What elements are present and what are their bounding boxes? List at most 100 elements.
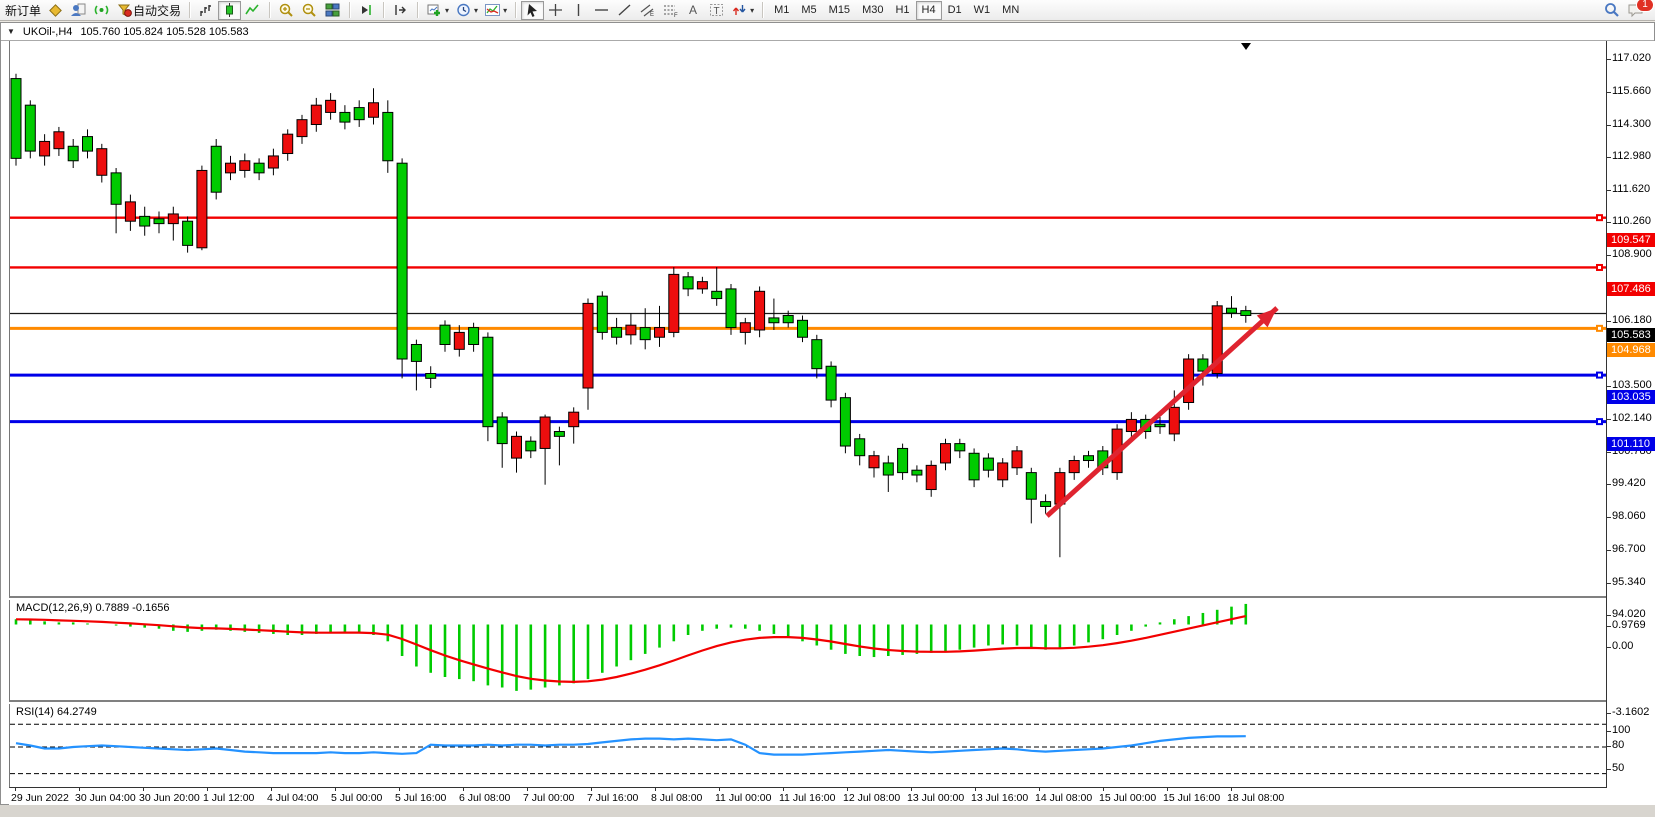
macd-pane[interactable]: MACD(12,26,9) 0.7889 -0.1656 [9, 600, 1606, 702]
candle[interactable] [725, 288, 737, 329]
timeframe-m5-button[interactable]: M5 [801, 4, 817, 16]
candle[interactable] [1240, 310, 1252, 316]
candle[interactable] [1068, 460, 1080, 474]
candle[interactable] [839, 397, 851, 447]
chevron-down-icon[interactable]: ▾ [474, 5, 479, 15]
text-icon[interactable]: A [682, 1, 705, 20]
candle[interactable] [453, 331, 465, 350]
timeframe-h4-button[interactable]: H4 [915, 0, 942, 20]
candle[interactable] [639, 327, 651, 341]
candle[interactable] [1083, 455, 1094, 462]
candle[interactable] [825, 365, 837, 401]
candle[interactable] [582, 302, 594, 389]
candle[interactable] [782, 314, 794, 324]
candle[interactable] [368, 102, 379, 118]
candle[interactable] [1025, 472, 1037, 500]
macd-chart[interactable] [10, 600, 1607, 700]
candle[interactable] [854, 438, 866, 457]
time-axis[interactable]: 29 Jun 2022 30 Jun 04:00 30 Jun 20:00 1 Jul… [9, 788, 1655, 806]
candle[interactable] [1168, 406, 1180, 435]
timeframe-d1-button[interactable]: D1 [947, 4, 962, 16]
candle[interactable] [1154, 423, 1166, 428]
tile-windows-icon[interactable] [321, 1, 344, 20]
search-icon[interactable] [1600, 1, 1624, 20]
new-order-button[interactable]: 新订单 [5, 3, 42, 18]
candle[interactable] [1197, 358, 1209, 372]
candle[interactable] [1040, 501, 1052, 507]
horizontal-line-icon[interactable] [590, 1, 613, 20]
arrows-icon[interactable]: ▾ [728, 1, 757, 20]
collapse-chart-icon[interactable]: ▼ [7, 27, 15, 36]
main-chart-pane[interactable] [9, 41, 1607, 598]
candle[interactable] [310, 104, 322, 126]
timeframe-h1-button[interactable]: H1 [895, 4, 910, 16]
candle[interactable] [410, 343, 422, 362]
candle[interactable] [196, 169, 208, 249]
candle[interactable] [982, 457, 994, 471]
candle[interactable] [225, 162, 236, 174]
candle[interactable] [82, 136, 93, 152]
periods-icon[interactable]: ▾ [452, 1, 481, 20]
candle[interactable] [339, 111, 351, 123]
trendline-icon[interactable] [613, 1, 636, 20]
signals-icon[interactable] [90, 1, 113, 20]
candle[interactable] [768, 317, 780, 324]
zoom-in-icon[interactable] [275, 1, 298, 20]
market-watch-icon[interactable] [67, 1, 90, 20]
candle[interactable] [468, 327, 480, 345]
candle[interactable] [625, 324, 637, 336]
candle[interactable] [568, 411, 580, 428]
candle[interactable] [1211, 305, 1223, 375]
trend-arrow-line[interactable] [1045, 306, 1279, 518]
candle[interactable] [110, 172, 122, 205]
candle[interactable] [139, 215, 151, 227]
fibonacci-icon[interactable]: F [659, 1, 682, 20]
candle[interactable] [811, 339, 823, 370]
candle[interactable] [267, 155, 279, 169]
zoom-out-icon[interactable] [298, 1, 321, 20]
candle[interactable] [897, 447, 909, 474]
timeframe-m30-button[interactable]: M30 [862, 4, 884, 16]
candle[interactable] [682, 276, 694, 290]
candle[interactable] [1183, 358, 1195, 404]
candle[interactable] [739, 322, 751, 333]
candle[interactable] [511, 435, 522, 459]
price-axis[interactable]: 117.020 115.660 114.300 112.980 111.620 110.2… [1606, 41, 1655, 812]
candle[interactable] [482, 336, 494, 428]
indicators-icon[interactable]: ▾ [481, 1, 510, 20]
candle[interactable] [239, 160, 251, 171]
timeframe-w1-button[interactable]: W1 [973, 4, 991, 16]
candle[interactable] [596, 295, 608, 333]
candle[interactable] [911, 469, 923, 476]
candle[interactable] [539, 416, 551, 449]
candle[interactable] [10, 78, 22, 159]
candle[interactable] [997, 462, 1009, 481]
candle[interactable] [53, 131, 65, 150]
candle[interactable] [167, 213, 179, 225]
candle[interactable] [1226, 307, 1237, 314]
candle[interactable] [940, 443, 951, 464]
candle[interactable] [496, 416, 508, 445]
candle[interactable] [67, 145, 79, 162]
chevron-down-icon[interactable]: ▾ [503, 5, 508, 15]
rsi-pane[interactable]: RSI(14) 64.2749 [9, 704, 1607, 788]
notifications-icon[interactable]: 1 [1624, 0, 1654, 20]
candle[interactable] [696, 281, 708, 290]
candle[interactable] [553, 431, 565, 437]
auto-trading-button[interactable]: 自动交易 [113, 1, 184, 20]
timeframe-m1-button[interactable]: M1 [774, 4, 790, 16]
candle[interactable] [611, 327, 623, 338]
candlestick-chart-icon[interactable] [218, 0, 242, 20]
cursor-icon[interactable] [521, 0, 545, 20]
channel-icon[interactable]: E [636, 1, 659, 20]
candle[interactable] [797, 319, 808, 338]
candle[interactable] [439, 324, 451, 345]
timeframe-m15-button[interactable]: M15 [828, 4, 851, 16]
candle[interactable] [868, 455, 880, 469]
timeframe-mn-button[interactable]: MN [1002, 4, 1020, 16]
candle[interactable] [282, 133, 294, 155]
candle[interactable] [754, 290, 766, 331]
candle[interactable] [968, 452, 980, 481]
candle[interactable] [210, 145, 222, 193]
candle[interactable] [24, 104, 36, 152]
